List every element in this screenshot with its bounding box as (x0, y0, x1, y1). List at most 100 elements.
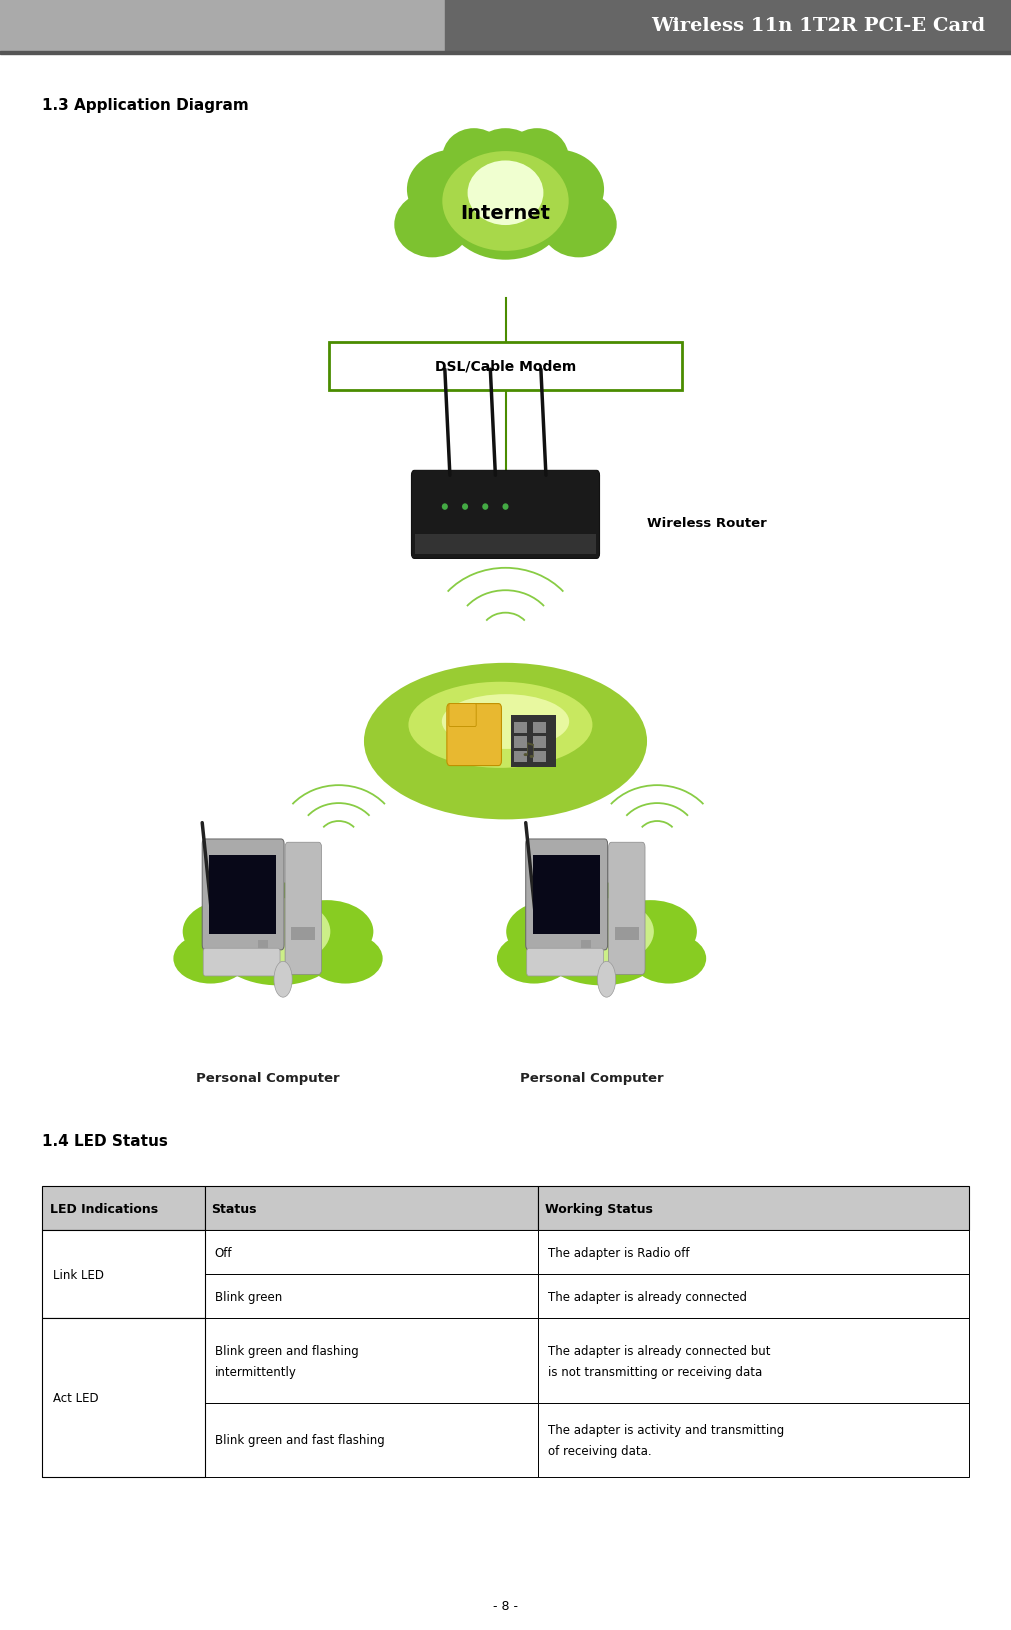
Ellipse shape (549, 898, 654, 965)
Ellipse shape (482, 504, 488, 510)
FancyBboxPatch shape (411, 471, 600, 559)
Ellipse shape (364, 663, 647, 820)
Bar (258, 941, 268, 957)
Ellipse shape (394, 192, 470, 258)
Ellipse shape (445, 161, 566, 261)
Bar (514, 737, 527, 748)
Bar (514, 751, 527, 763)
Ellipse shape (442, 694, 569, 750)
Ellipse shape (509, 150, 605, 230)
Bar (42, 1403, 204, 1477)
Ellipse shape (408, 683, 592, 768)
Ellipse shape (467, 161, 544, 227)
Text: Blink green: Blink green (214, 1291, 282, 1302)
Ellipse shape (467, 129, 544, 199)
Ellipse shape (557, 882, 646, 936)
Ellipse shape (174, 934, 248, 985)
FancyBboxPatch shape (527, 949, 604, 976)
Bar (204, 1187, 538, 1231)
Ellipse shape (598, 962, 616, 998)
FancyBboxPatch shape (203, 949, 280, 976)
Text: The adapter is already connected: The adapter is already connected (548, 1291, 747, 1302)
Ellipse shape (541, 192, 617, 258)
Bar (415, 535, 596, 554)
Text: Personal Computer: Personal Computer (520, 1071, 663, 1084)
Bar (531, 918, 543, 937)
Ellipse shape (308, 934, 382, 985)
Bar (511, 716, 556, 768)
Ellipse shape (280, 900, 373, 963)
Text: Act LED: Act LED (53, 1392, 98, 1403)
FancyBboxPatch shape (449, 704, 476, 727)
Bar (207, 918, 219, 937)
Ellipse shape (502, 504, 509, 510)
Bar (42, 1275, 204, 1319)
Bar (0, 52, 1011, 55)
Bar (533, 856, 600, 934)
Bar (204, 1275, 538, 1319)
Ellipse shape (443, 129, 506, 187)
Bar (209, 856, 276, 934)
Ellipse shape (274, 962, 292, 998)
Text: Off: Off (214, 1247, 233, 1258)
Bar (291, 927, 315, 941)
Text: - 8 -: - 8 - (493, 1599, 518, 1612)
Text: The adapter is Radio off: The adapter is Radio off (548, 1247, 690, 1258)
FancyBboxPatch shape (526, 839, 608, 950)
Bar (533, 737, 546, 748)
Bar (42, 1231, 204, 1275)
Bar (538, 1187, 969, 1231)
FancyBboxPatch shape (285, 843, 321, 975)
FancyBboxPatch shape (447, 704, 501, 766)
Text: Blink green and fast flashing: Blink green and fast flashing (214, 1434, 384, 1446)
Text: of receiving data.: of receiving data. (548, 1444, 652, 1457)
Text: Status: Status (211, 1203, 257, 1214)
Text: Working Status: Working Status (545, 1203, 653, 1214)
Bar (42, 1187, 204, 1231)
Text: Blink green and flashing: Blink green and flashing (214, 1345, 358, 1356)
Ellipse shape (604, 900, 697, 963)
Text: is not transmitting or receiving data: is not transmitting or receiving data (548, 1366, 762, 1377)
Text: ♫: ♫ (519, 740, 537, 760)
Text: LED Indications: LED Indications (50, 1203, 158, 1214)
Ellipse shape (497, 934, 571, 985)
Ellipse shape (214, 905, 342, 986)
Bar (533, 722, 546, 734)
Bar (0, 0, 445, 52)
Ellipse shape (632, 934, 706, 985)
Ellipse shape (462, 504, 468, 510)
Ellipse shape (538, 905, 665, 986)
Ellipse shape (183, 900, 276, 963)
Text: Internet: Internet (460, 204, 551, 223)
Bar (538, 1319, 969, 1403)
Ellipse shape (443, 152, 568, 251)
Bar (533, 751, 546, 763)
Bar (329, 342, 682, 391)
Ellipse shape (406, 150, 502, 230)
Ellipse shape (506, 129, 568, 187)
FancyBboxPatch shape (609, 843, 645, 975)
FancyBboxPatch shape (202, 839, 284, 950)
Ellipse shape (442, 504, 448, 510)
Text: Personal Computer: Personal Computer (196, 1071, 340, 1084)
Text: DSL/Cable Modem: DSL/Cable Modem (435, 360, 576, 373)
Text: Wireless 11n 1T2R PCI-E Card: Wireless 11n 1T2R PCI-E Card (652, 16, 986, 36)
Text: Link LED: Link LED (53, 1268, 103, 1281)
Text: 1.4 LED Status: 1.4 LED Status (42, 1133, 169, 1148)
Bar (615, 927, 639, 941)
Ellipse shape (225, 898, 331, 965)
Bar (204, 1403, 538, 1477)
Bar (42, 1231, 204, 1319)
Bar (445, 0, 1011, 52)
Ellipse shape (234, 882, 323, 936)
Bar (204, 1231, 538, 1275)
Text: intermittently: intermittently (214, 1366, 296, 1377)
Text: Wireless Router: Wireless Router (647, 517, 766, 530)
Bar (538, 1231, 969, 1275)
Bar (42, 1319, 204, 1477)
Bar (538, 1403, 969, 1477)
Ellipse shape (507, 900, 600, 963)
Bar (42, 1319, 204, 1403)
Text: The adapter is activity and transmitting: The adapter is activity and transmitting (548, 1423, 785, 1436)
Bar (581, 941, 591, 957)
